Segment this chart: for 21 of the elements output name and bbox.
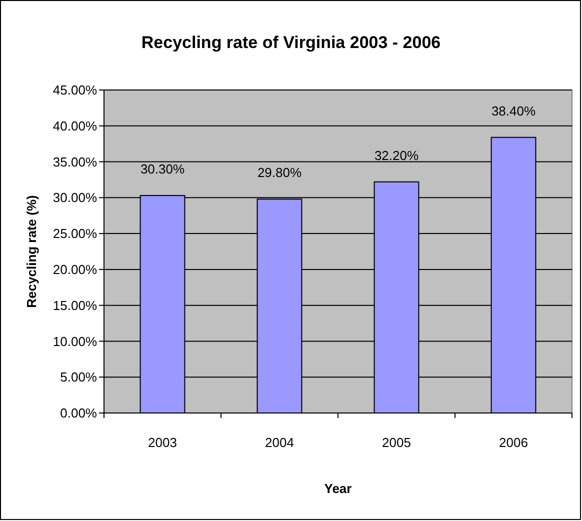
x-tick-label: 2006 — [499, 435, 528, 450]
y-tick-label: 10.00% — [52, 334, 98, 349]
y-tick-label: 30.00% — [52, 190, 98, 206]
y-tick-label: 40.00% — [52, 118, 98, 134]
y-axis-title: Recycling rate (%) — [24, 195, 39, 308]
x-tick-label: 2004 — [265, 435, 294, 450]
y-tick-label: 5.00% — [60, 370, 98, 385]
data-label: 30.30% — [140, 162, 185, 177]
chart-title: Recycling rate of Virginia 2003 - 2006 — [141, 33, 441, 52]
data-label: 29.80% — [257, 165, 302, 180]
y-tick-label: 45.00% — [52, 82, 98, 98]
y-tick-label: 0.00% — [60, 406, 98, 421]
x-tick-label: 2005 — [382, 435, 411, 450]
x-tick-label: 2003 — [148, 435, 177, 450]
y-tick-label: 15.00% — [52, 298, 98, 313]
x-axis-title: Year — [324, 481, 352, 496]
y-tick-label: 20.00% — [52, 262, 98, 277]
data-label: 32.20% — [374, 148, 419, 163]
y-tick-label: 25.00% — [52, 226, 98, 242]
y-tick-label: 35.00% — [52, 154, 98, 170]
data-label: 38.40% — [491, 103, 536, 118]
